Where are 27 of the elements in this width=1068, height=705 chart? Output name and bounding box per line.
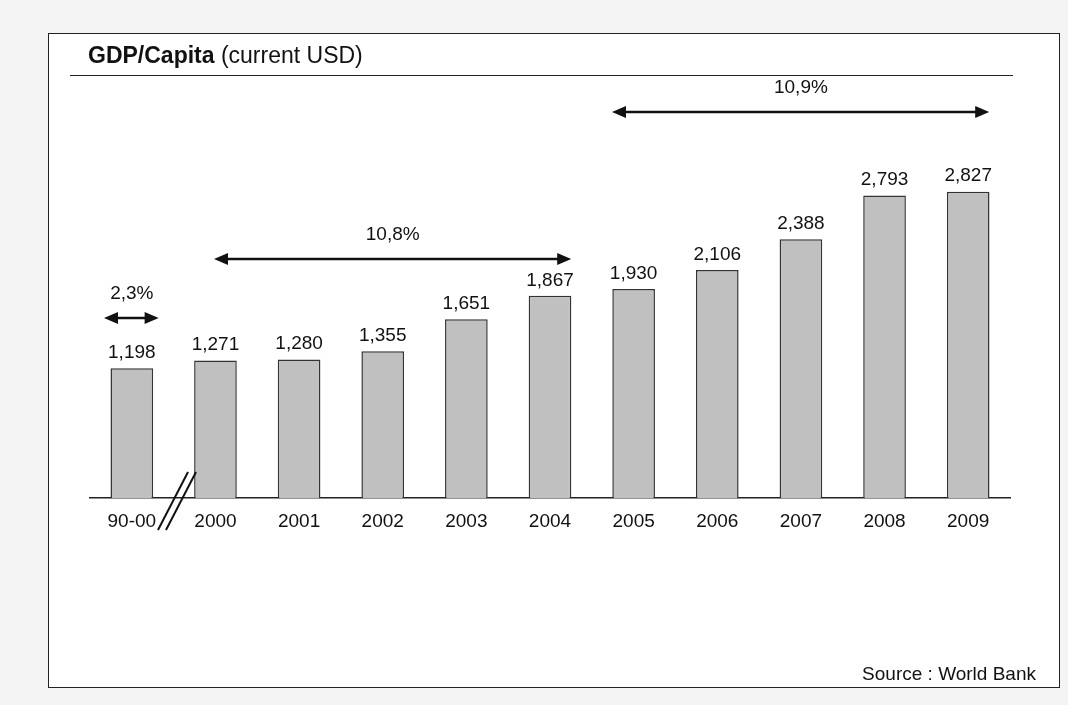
x-tick-label: 90-00 bbox=[107, 509, 157, 531]
x-tick-label: 2009 bbox=[947, 509, 990, 531]
x-tick-label: 2003 bbox=[445, 509, 488, 531]
x-tick-label: 2008 bbox=[863, 509, 906, 531]
x-tick-label: 2007 bbox=[779, 509, 823, 531]
x-tick-label: 2006 bbox=[696, 509, 739, 531]
x-tick-label: 2001 bbox=[277, 509, 321, 531]
data-label: 1,930 bbox=[609, 261, 658, 283]
data-label: 2,106 bbox=[693, 242, 742, 264]
data-label: 1,651 bbox=[442, 291, 491, 313]
data-label: 1,867 bbox=[526, 268, 574, 290]
chart-title: GDP/Capita (current USD) bbox=[88, 42, 363, 69]
annotation: 2,3% bbox=[110, 282, 154, 305]
source-note: Source : World Bank bbox=[862, 663, 1036, 685]
x-tick-label: 2005 bbox=[612, 509, 655, 531]
data-label: 1,271 bbox=[191, 333, 240, 355]
x-tick-label: 2004 bbox=[528, 509, 572, 531]
data-label: 2,827 bbox=[944, 164, 992, 186]
annotation: 10,8% bbox=[365, 222, 420, 245]
data-label: 2,793 bbox=[860, 168, 909, 190]
data-label: 1,280 bbox=[275, 332, 323, 354]
x-tick-label: 2002 bbox=[361, 509, 404, 531]
data-label: 2,388 bbox=[777, 212, 825, 234]
text: 10,9% bbox=[773, 75, 828, 98]
x-tick-label: 2000 bbox=[194, 509, 237, 531]
data-label: 1,198 bbox=[108, 341, 156, 363]
data-label: 1,355 bbox=[358, 324, 407, 346]
